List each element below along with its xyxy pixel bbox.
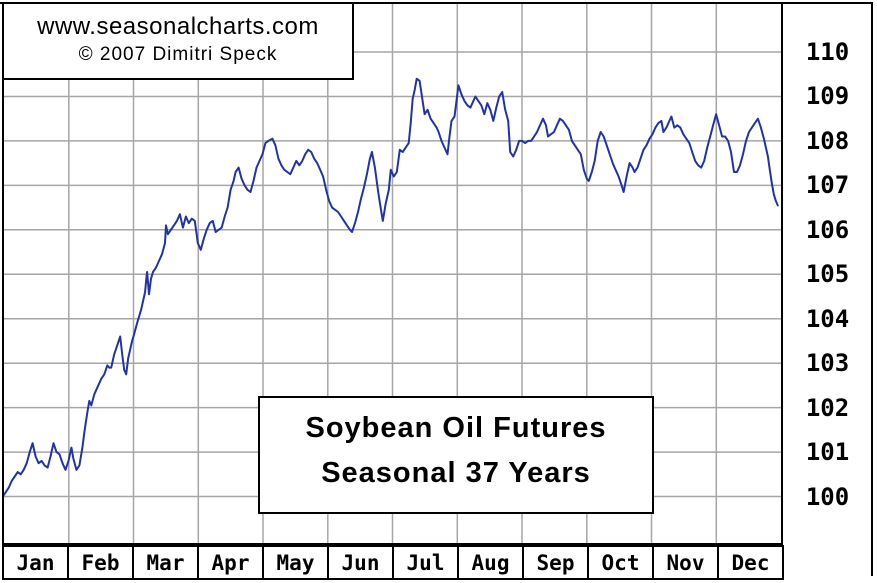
- y-axis-tick-label: 110: [805, 38, 850, 66]
- y-axis-tick-label: 105: [805, 260, 850, 288]
- y-axis-tick-label: 102: [805, 394, 850, 422]
- copyright-label: © 2007 Dimitri Speck: [78, 44, 278, 65]
- y-axis-tick-label: 103: [805, 349, 850, 377]
- y-axis-labels: 110 109 108 107 106 105 104 103 102 101 100: [784, 0, 871, 545]
- x-axis-month-label: Jan: [16, 550, 55, 575]
- x-axis-month-label: Feb: [67, 547, 132, 578]
- x-axis-month-row: Jan Feb Mar Apr May Jun Jul Aug Sep Oct Nov Dec: [2, 545, 784, 580]
- x-axis-month-label: Jun: [327, 547, 392, 578]
- y-axis-tick-label: 106: [805, 216, 850, 244]
- source-box: www.seasonalcharts.com © 2007 Dimitri Sp…: [2, 2, 354, 80]
- chart-title-line2: Seasonal 37 Years: [321, 457, 591, 489]
- x-axis-month-label: Nov: [652, 547, 717, 578]
- x-axis-month-label: Mar: [132, 547, 197, 578]
- site-label: www.seasonalcharts.com: [37, 13, 319, 40]
- y-axis-tick-label: 104: [805, 305, 850, 333]
- y-axis-tick-label: 100: [805, 483, 850, 511]
- y-axis-tick-label: 107: [805, 171, 850, 199]
- x-axis-month-label: Jul: [392, 547, 457, 578]
- x-axis-month-label: Apr: [197, 547, 262, 578]
- chart-title-box: Soybean Oil Futures Seasonal 37 Years: [258, 396, 654, 514]
- y-axis-tick-label: 101: [805, 438, 850, 466]
- y-axis-tick-label: 109: [805, 82, 850, 110]
- price-line: [4, 77, 779, 497]
- x-axis-month-label: May: [262, 547, 327, 578]
- x-axis-month-label: Dec: [717, 547, 782, 578]
- chart-title-line1: Soybean Oil Futures: [305, 412, 607, 444]
- frame-right-line: [871, 2, 873, 576]
- y-axis-tick-label: 108: [805, 127, 850, 155]
- x-axis-month-label: Oct: [587, 547, 652, 578]
- x-axis-month-label: Sep: [522, 547, 587, 578]
- x-axis-month-label: Aug: [457, 547, 522, 578]
